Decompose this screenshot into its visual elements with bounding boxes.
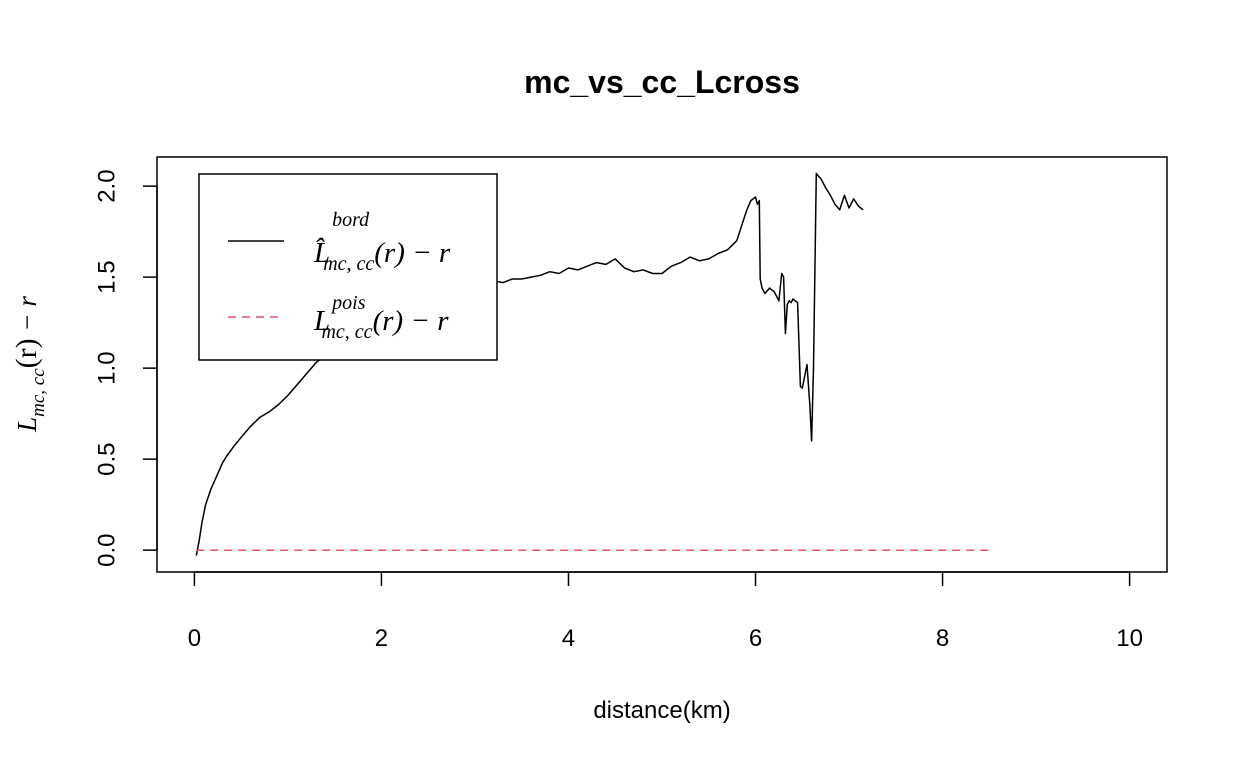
legend-box xyxy=(198,173,498,361)
y-axis-label: Lmc, cc(r) − r xyxy=(10,296,49,433)
x-axis: 0 2 4 6 8 10 xyxy=(188,571,1143,652)
y-tick-label: 0.0 xyxy=(93,533,120,566)
legend-label-bord: L̂bord mc, cc(r) − r xyxy=(313,209,451,275)
x-tick-label: 0 xyxy=(188,625,201,652)
x-tick-label: 2 xyxy=(375,625,388,652)
y-tick-label: 0.5 xyxy=(93,442,120,475)
legend-label-pois: Lpois mc, cc(r) − r xyxy=(313,292,449,343)
chart-title: mc_vs_cc_Lcross xyxy=(524,64,800,100)
legend: L̂bord mc, cc(r) − r Lpois mc, cc(r) − r xyxy=(198,173,498,361)
y-tick-label: 2.0 xyxy=(93,169,120,202)
svg-text:Lmc, cc(r) − r: Lmc, cc(r) − r xyxy=(10,296,49,433)
y-tick-label: 1.0 xyxy=(93,351,120,384)
y-tick-label: 1.5 xyxy=(93,260,120,293)
series-layer xyxy=(195,172,992,556)
x-tick-label: 6 xyxy=(749,625,762,652)
x-axis-label: distance(km) xyxy=(593,697,730,724)
x-tick-label: 4 xyxy=(562,625,575,652)
x-tick-label: 10 xyxy=(1116,625,1143,652)
y-axis: 0.0 0.5 1.0 1.5 2.0 xyxy=(93,169,158,567)
series-line-0 xyxy=(195,172,864,556)
x-tick-label: 8 xyxy=(936,625,949,652)
